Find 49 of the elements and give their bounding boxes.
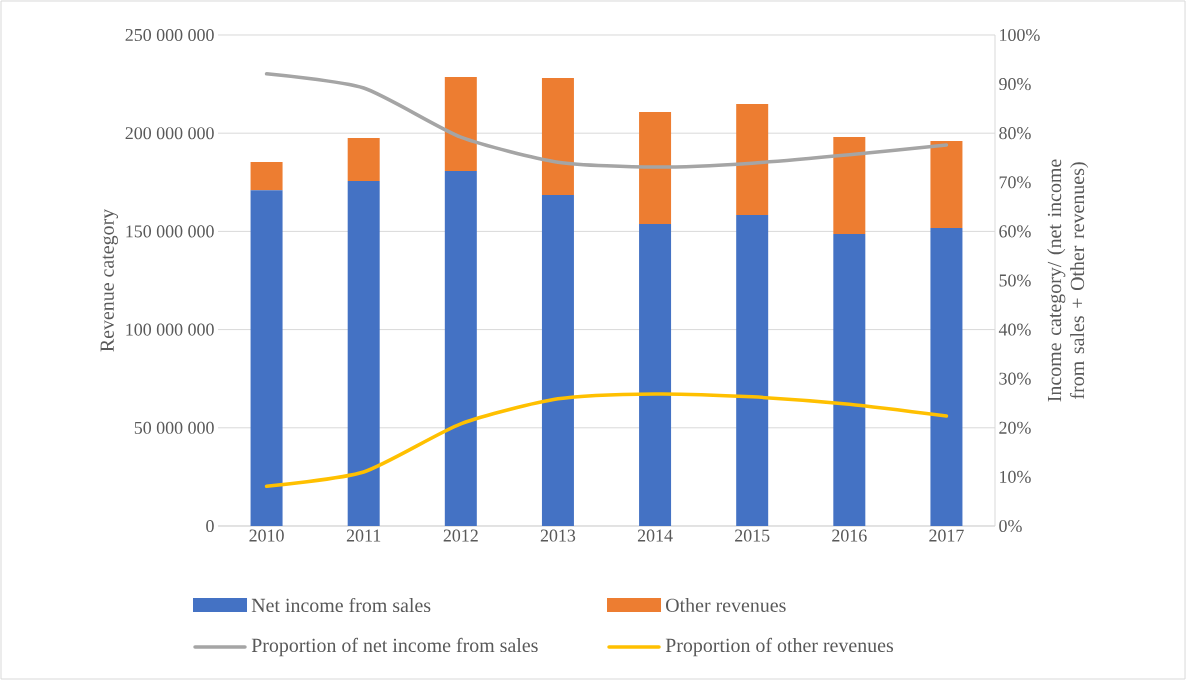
y-tick-label: 50 000 000	[134, 421, 214, 434]
x-tick-label: 2017	[929, 529, 964, 542]
x-tick-label: 2013	[540, 529, 576, 542]
y-tick-label: 100 000 000	[126, 323, 214, 336]
bar	[541, 78, 574, 196]
y2-tick-label: 50%	[999, 274, 1031, 287]
bar	[736, 214, 769, 526]
y-tick-label: 250 000 000	[125, 28, 214, 42]
bar	[541, 195, 574, 526]
y2-tick-label: 0%	[999, 519, 1022, 533]
bar	[930, 141, 963, 229]
x-tick-label: 2011	[346, 529, 381, 542]
y-tick-label: 200 000 000	[125, 127, 214, 140]
y-tick-label: 0	[206, 519, 214, 533]
y2-tick-label: 100%	[1000, 28, 1040, 42]
line-series	[264, 72, 949, 169]
legend-label: Proportion of net income from sales	[251, 637, 538, 657]
legend-label: Net income from sales	[251, 597, 431, 613]
x-tick-label: 2012	[443, 529, 478, 542]
y2-tick-label: 30%	[999, 372, 1031, 385]
bar	[639, 111, 672, 224]
bar	[250, 190, 283, 526]
bar	[930, 228, 963, 526]
bar	[833, 136, 866, 234]
legend-label: Other revenues	[666, 597, 786, 612]
bar	[250, 162, 283, 191]
y2-axis-title: Income category/ (net income from sales + Other revenues)	[1047, 159, 1089, 402]
y2-tick-label: 70%	[999, 176, 1031, 189]
bar	[444, 170, 477, 526]
x-tick-label: 2010	[249, 529, 284, 542]
y2-tick-label: 90%	[999, 78, 1031, 91]
y2-tick-label: 40%	[998, 323, 1031, 336]
bar	[347, 180, 380, 526]
x-tick-label: 2016	[832, 529, 867, 542]
y2-tick-label: 10%	[1000, 470, 1031, 483]
y-tick-label: 150 000 000	[126, 225, 214, 238]
x-tick-label: 2014	[637, 529, 673, 542]
bar	[833, 233, 866, 526]
y2-tick-label: 80%	[999, 127, 1031, 140]
bar	[444, 77, 477, 171]
legend-label: Proportion of other revenues	[665, 637, 894, 657]
y2-tick-label: 20%	[999, 421, 1031, 434]
y2-tick-label: 60%	[999, 225, 1031, 238]
y-axis-title: Revenue category	[100, 208, 118, 352]
line-series	[264, 392, 949, 488]
x-tick-label: 2015	[735, 529, 770, 542]
bar	[736, 103, 769, 215]
bar	[347, 137, 380, 181]
bar	[639, 223, 672, 526]
